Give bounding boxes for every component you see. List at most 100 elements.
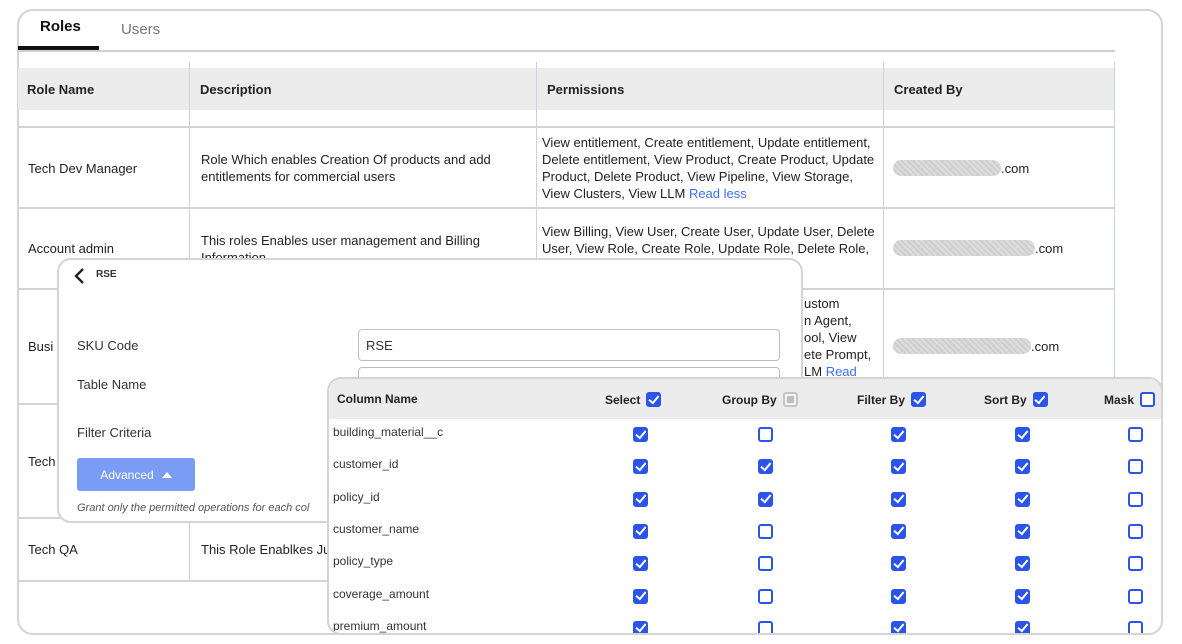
read-more-link[interactable]: Read — [825, 364, 857, 379]
row-divider — [18, 126, 1115, 128]
role-name: Tech — [28, 454, 56, 469]
col-divider — [1114, 62, 1115, 580]
header-sort-by: Sort By — [984, 392, 1048, 407]
sku-code-input[interactable]: RSE — [358, 329, 780, 361]
select-checkbox[interactable] — [633, 491, 648, 507]
group-by-checkbox[interactable] — [758, 620, 773, 633]
header-mask: Mask — [1104, 392, 1156, 407]
select-checkbox[interactable] — [633, 588, 648, 604]
filter-by-checkbox[interactable] — [891, 459, 906, 475]
sort-by-checkbox[interactable] — [1015, 523, 1030, 539]
role-name: Tech QA — [28, 542, 78, 557]
read-less-link[interactable]: Read less — [688, 186, 747, 201]
sort-by-checkbox[interactable] — [1015, 588, 1030, 604]
helper-text: Grant only the permitted operations for … — [77, 502, 310, 514]
email-suffix: .com — [1031, 339, 1060, 354]
email-suffix: .com — [1001, 161, 1030, 176]
active-tab-indicator — [18, 46, 99, 50]
header-label: Filter By — [857, 392, 906, 407]
header-permissions: Permissions — [547, 82, 625, 97]
redacted-email — [893, 240, 1035, 256]
header-group-by: Group By — [722, 392, 798, 407]
advanced-label: Advanced — [100, 467, 154, 482]
sort-by-checkbox[interactable] — [1015, 620, 1030, 633]
role-description: This Role Enablkes Ju — [201, 542, 331, 557]
header-role-name: Role Name — [27, 82, 95, 97]
column-permissions-panel: Column Name Select Group By Filter By So… — [327, 377, 1163, 635]
permissions-line: ete Prompt, — [804, 347, 872, 362]
sort-by-checkbox[interactable] — [1015, 491, 1030, 507]
sku-code-label: SKU Code — [77, 338, 139, 353]
role-permissions: View Billing, View User, Create User, Up… — [542, 224, 875, 256]
sort-by-all-checkbox[interactable] — [1032, 392, 1048, 407]
role-permissions: View entitlement, Create entitlement, Up… — [542, 134, 878, 202]
col-divider — [883, 62, 884, 580]
group-by-checkbox[interactable] — [758, 588, 773, 604]
mask-checkbox[interactable] — [1128, 491, 1143, 507]
tab-users[interactable]: Users — [121, 21, 161, 38]
role-description: This roles Enables user management and B… — [201, 233, 480, 258]
header-label: Sort By — [984, 392, 1027, 407]
header-label: Group By — [722, 392, 777, 407]
redacted-email — [893, 338, 1031, 354]
column-name: customer_name — [333, 521, 420, 536]
group-by-checkbox[interactable] — [758, 459, 773, 475]
permissions-line: ool, View — [804, 330, 857, 345]
column-name: customer_id — [333, 457, 399, 472]
role-name: Busi — [28, 339, 54, 354]
group-by-checkbox[interactable] — [758, 523, 773, 539]
group-by-all-checkbox[interactable] — [782, 392, 798, 407]
mask-checkbox[interactable] — [1128, 523, 1143, 539]
filter-by-checkbox[interactable] — [891, 556, 906, 572]
columns-header — [329, 379, 1161, 419]
column-name: building_material__c — [333, 425, 444, 439]
column-name: premium_amount — [333, 618, 427, 633]
filter-by-all-checkbox[interactable] — [911, 392, 927, 407]
role-name: Tech Dev Manager — [28, 161, 138, 176]
tab-roles[interactable]: Roles — [40, 18, 81, 35]
mask-checkbox[interactable] — [1128, 620, 1143, 633]
header-select: Select — [605, 392, 662, 407]
header-description: Description — [200, 82, 272, 97]
filter-by-checkbox[interactable] — [891, 588, 906, 604]
select-checkbox[interactable] — [633, 523, 648, 539]
permissions-line: n Agent, — [804, 313, 852, 328]
group-by-checkbox[interactable] — [758, 556, 773, 572]
mask-all-checkbox[interactable] — [1140, 392, 1156, 407]
mask-checkbox[interactable] — [1128, 556, 1143, 572]
select-checkbox[interactable] — [633, 427, 648, 442]
tab-divider — [18, 50, 1115, 52]
column-name: policy_id — [333, 489, 380, 504]
back-chevron-icon[interactable] — [73, 267, 85, 285]
column-name: coverage_amount — [333, 586, 430, 601]
mask-checkbox[interactable] — [1128, 588, 1143, 604]
header-label: Select — [605, 392, 641, 407]
group-by-checkbox[interactable] — [758, 427, 773, 442]
select-checkbox[interactable] — [633, 620, 648, 633]
filter-by-checkbox[interactable] — [891, 427, 906, 442]
sort-by-checkbox[interactable] — [1015, 427, 1030, 442]
header-column-name: Column Name — [337, 392, 418, 406]
permissions-text: View entitlement, Create entitlement, Up… — [542, 135, 875, 201]
group-by-checkbox[interactable] — [758, 491, 773, 507]
role-permissions: ustom n Agent, ool, View ete Prompt, LM … — [804, 295, 871, 380]
column-name: policy_type — [333, 554, 394, 569]
role-description: Role Which enables Creation Of products … — [201, 152, 491, 184]
filter-by-checkbox[interactable] — [891, 491, 906, 507]
select-all-checkbox[interactable] — [646, 392, 662, 407]
header-label: Mask — [1104, 392, 1135, 407]
mask-checkbox[interactable] — [1128, 459, 1143, 475]
redacted-email — [893, 160, 1001, 176]
filter-by-checkbox[interactable] — [891, 523, 906, 539]
role-name: Account admin — [28, 241, 114, 256]
mask-checkbox[interactable] — [1128, 427, 1143, 442]
advanced-button[interactable]: Advanced — [77, 458, 195, 491]
select-checkbox[interactable] — [633, 556, 648, 572]
sort-by-checkbox[interactable] — [1015, 556, 1030, 572]
table-name-label: Table Name — [77, 377, 147, 392]
select-checkbox[interactable] — [633, 459, 648, 475]
email-suffix: .com — [1035, 241, 1064, 256]
sort-by-checkbox[interactable] — [1015, 459, 1030, 475]
filter-by-checkbox[interactable] — [891, 620, 906, 633]
caret-up-icon — [161, 471, 172, 478]
